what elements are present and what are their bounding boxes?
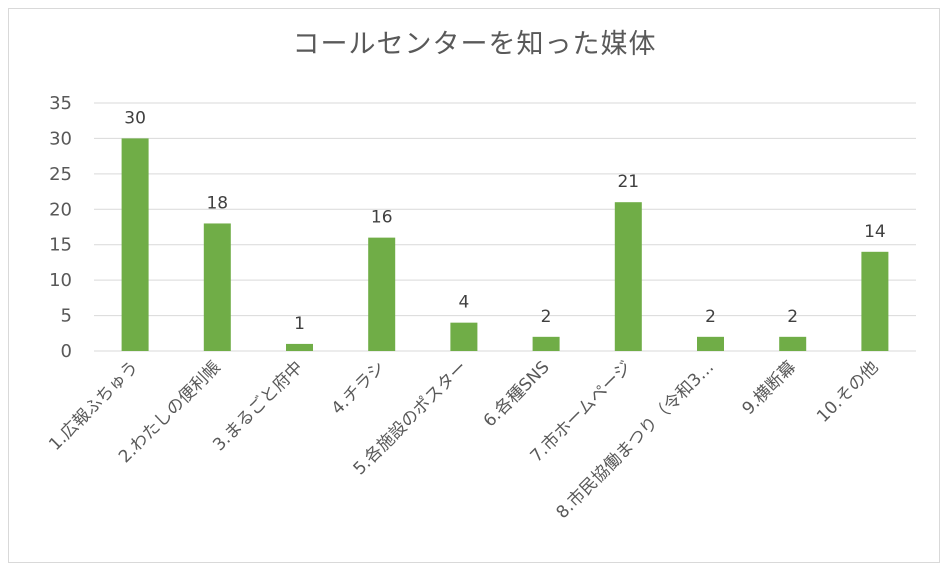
x-tick-label: 6.各種SNS — [480, 357, 554, 431]
bar — [450, 322, 478, 351]
data-labels: 30 18 1 16 4 2 21 2 2 14 — [124, 108, 885, 333]
data-label: 2 — [705, 307, 716, 327]
data-label: 2 — [787, 307, 798, 327]
bar — [697, 336, 724, 351]
bar — [121, 138, 149, 351]
data-label: 21 — [617, 172, 639, 192]
gridlines — [94, 102, 916, 352]
y-tick-label: 20 — [49, 199, 72, 220]
chart-title: コールセンターを知った媒体 — [292, 29, 657, 60]
y-tick-label: 30 — [49, 128, 72, 149]
x-tick-label: 4.チラシ — [328, 357, 389, 418]
bar — [614, 202, 642, 351]
y-tick-label: 15 — [49, 235, 72, 256]
bar — [286, 343, 313, 351]
data-label: 30 — [124, 108, 146, 128]
y-tick-label: 35 — [49, 93, 72, 114]
y-tick-label: 5 — [61, 306, 72, 327]
data-label: 18 — [206, 193, 228, 213]
bar — [861, 251, 889, 351]
y-tick-label: 25 — [49, 164, 72, 185]
y-tick-label: 0 — [61, 341, 72, 362]
bar — [203, 223, 231, 351]
data-label: 4 — [458, 293, 469, 313]
x-tick-label: 10.その他 — [813, 357, 882, 426]
data-label: 2 — [541, 307, 552, 327]
bar — [368, 237, 396, 351]
x-tick-label: 8.市民協働まつり（令和3… — [553, 357, 718, 522]
data-label: 14 — [864, 222, 886, 242]
bar — [532, 336, 560, 351]
y-axis-ticks: 0 5 10 15 20 25 30 35 — [49, 93, 72, 362]
data-label: 1 — [294, 314, 305, 334]
x-tick-label: 9.横断幕 — [739, 357, 801, 419]
data-label: 16 — [371, 208, 393, 228]
bars — [121, 138, 889, 351]
y-tick-label: 10 — [49, 270, 72, 291]
chart-frame — [8, 8, 940, 563]
bar — [779, 336, 807, 351]
